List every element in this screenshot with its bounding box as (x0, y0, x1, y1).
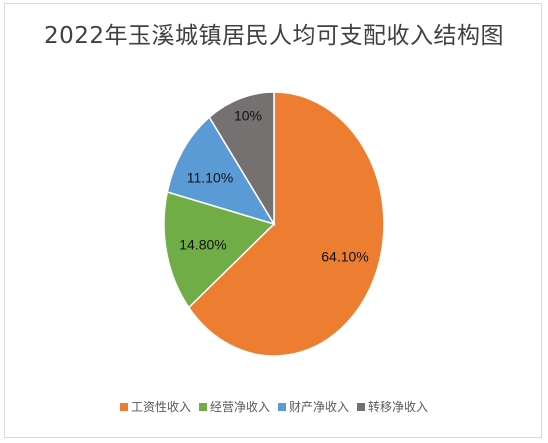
pie-slice-property (166, 116, 276, 226)
legend-swatch-property (278, 402, 286, 411)
pie-slice-wage (187, 91, 385, 357)
legend-label-property: 财产净收入 (289, 400, 350, 414)
legend-item-business: 经营净收入 (198, 398, 270, 415)
pie-slice-transfer (208, 91, 275, 227)
chart-title: 2022年玉溪城镇居民人均可支配收入结构图 (43, 23, 505, 49)
legend-swatch-transfer (357, 402, 366, 411)
legend-item-property: 财产净收入 (278, 398, 349, 415)
legend-label-transfer: 转移净收入 (368, 400, 429, 414)
legend-item-transfer: 转移净收入 (357, 398, 428, 415)
pie-label-wage: 64.10% (321, 249, 368, 265)
pie-label-transfer: 10% (234, 108, 262, 124)
legend-label-wage: 工资性收入 (130, 400, 191, 414)
legend-item-wage: 工资性收入 (119, 398, 191, 415)
pie-label-property: 11.10% (187, 170, 233, 186)
legend-swatch-wage (119, 402, 128, 411)
pie-label-business: 14.80% (179, 237, 226, 253)
chart-legend: 工资性收入 经营净收入 财产净收入 转移净收入 (0, 398, 548, 415)
legend-label-business: 经营净收入 (209, 400, 270, 414)
legend-swatch-business (198, 402, 207, 411)
pie-slice-business (163, 191, 276, 309)
